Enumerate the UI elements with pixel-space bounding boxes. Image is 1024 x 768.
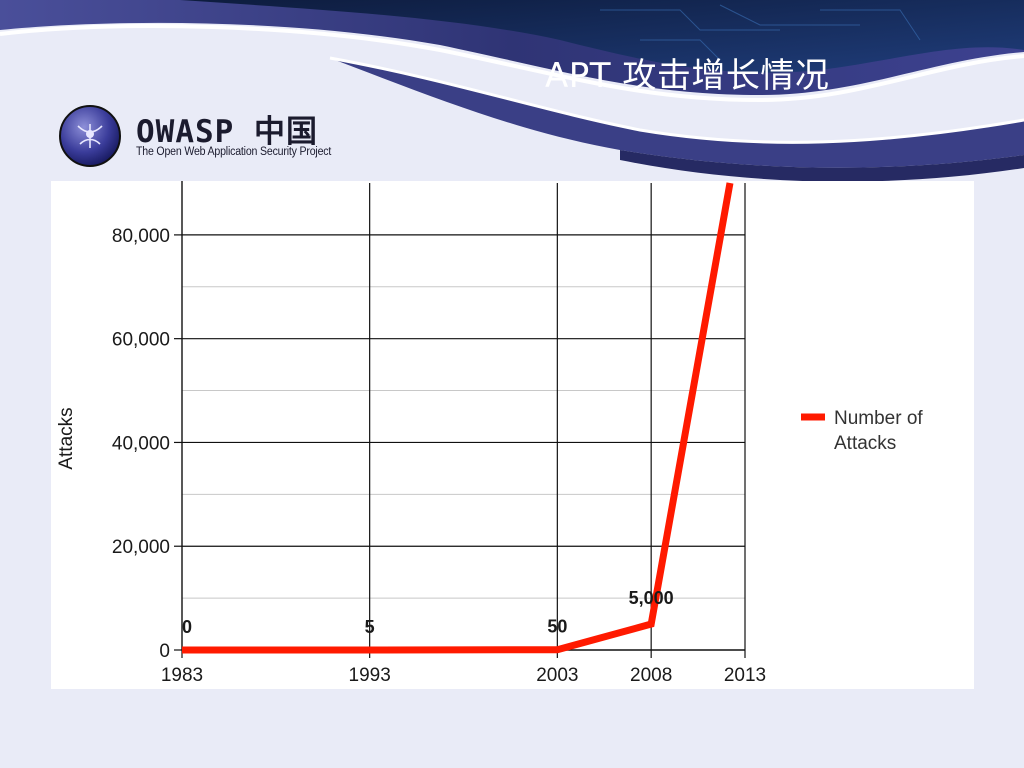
owasp-globe-icon xyxy=(59,105,121,167)
grid xyxy=(182,183,746,650)
y-axis-title: Attacks xyxy=(56,407,77,469)
y-tick-label: 60,000 xyxy=(112,330,170,351)
owasp-logo: OWASP 中国 The Open Web Application Securi… xyxy=(58,104,368,167)
y-tick-label: 80,000 xyxy=(112,226,170,247)
chart-panel: 0 20,000 40,000 60,000 80,000 1983 1993 2003 200… xyxy=(51,181,974,689)
slide-title: APT 攻击增长情况 xyxy=(545,56,830,96)
y-tick-label: 20,000 xyxy=(112,537,170,558)
legend-label: Number of Attacks xyxy=(834,408,923,454)
data-label: 5 xyxy=(365,617,375,637)
legend: Number of Attacks xyxy=(801,408,923,454)
y-tick-label: 0 xyxy=(159,641,170,662)
data-labels: 0 5 50 5,000 xyxy=(182,588,674,637)
data-label: 0 xyxy=(182,617,192,637)
x-tick-label: 1983 xyxy=(161,665,203,686)
series-layer xyxy=(181,182,734,654)
series-line-number-of-attacks xyxy=(181,182,734,654)
x-tick-label: 2008 xyxy=(630,665,672,686)
logo-tagline: The Open Web Application Security Projec… xyxy=(136,146,332,158)
data-label: 5,000 xyxy=(629,588,674,608)
x-tick-label: 2013 xyxy=(724,665,766,686)
axes: 0 20,000 40,000 60,000 80,000 1983 1993 2003 200… xyxy=(56,181,766,686)
x-tick-label: 2003 xyxy=(536,665,578,686)
header-banner xyxy=(0,0,1024,200)
y-tick-label: 40,000 xyxy=(112,433,170,454)
data-label: 50 xyxy=(547,617,567,637)
x-tick-label: 1993 xyxy=(349,665,391,686)
attacks-line-chart: 0 20,000 40,000 60,000 80,000 1983 1993 2003 200… xyxy=(56,181,923,686)
logo-name: OWASP 中国 xyxy=(136,114,318,150)
